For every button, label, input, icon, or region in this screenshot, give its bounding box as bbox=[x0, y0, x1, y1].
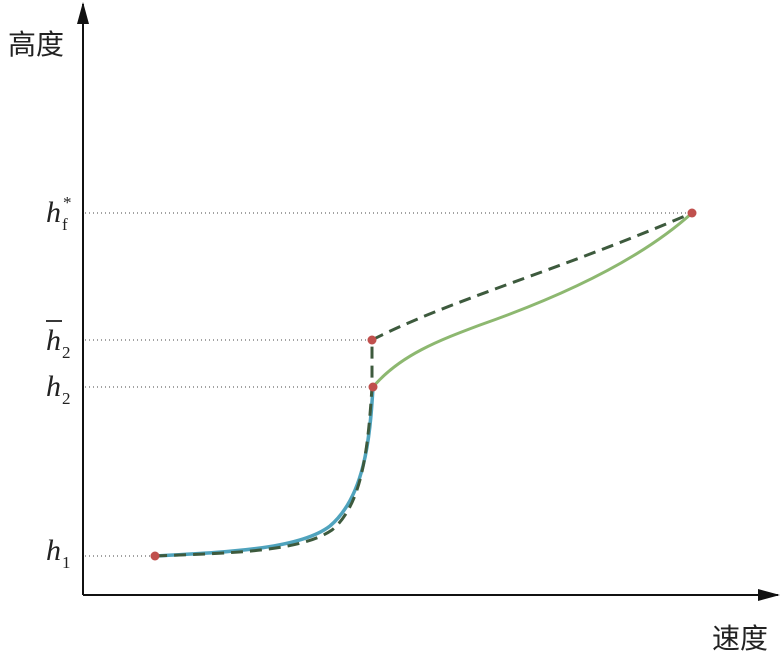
label-base: h bbox=[46, 324, 61, 357]
y-arrow bbox=[77, 2, 89, 24]
label-base: h bbox=[46, 534, 61, 567]
label-sub: 1 bbox=[62, 553, 71, 572]
label-base: h bbox=[46, 370, 61, 403]
level-label: h * f bbox=[46, 193, 72, 234]
blue-curve bbox=[154, 386, 375, 558]
point bbox=[687, 208, 697, 218]
label-base: h bbox=[46, 196, 61, 229]
point bbox=[367, 335, 377, 345]
point bbox=[368, 382, 378, 392]
y-axis-label: 高度 bbox=[8, 28, 64, 61]
level-label: h2 bbox=[46, 370, 71, 408]
dashed-curve bbox=[154, 211, 693, 558]
label-sub: 2 bbox=[62, 389, 71, 408]
level-label: h2 bbox=[46, 324, 71, 362]
x-axis-label: 速度 bbox=[712, 622, 768, 655]
label-sub: f bbox=[62, 215, 68, 234]
label-sup: * bbox=[63, 193, 72, 212]
label-sub: 2 bbox=[62, 343, 71, 362]
green-curve bbox=[371, 211, 694, 388]
point bbox=[150, 551, 160, 561]
level-label: h1 bbox=[46, 534, 71, 572]
x-arrow bbox=[758, 589, 780, 601]
